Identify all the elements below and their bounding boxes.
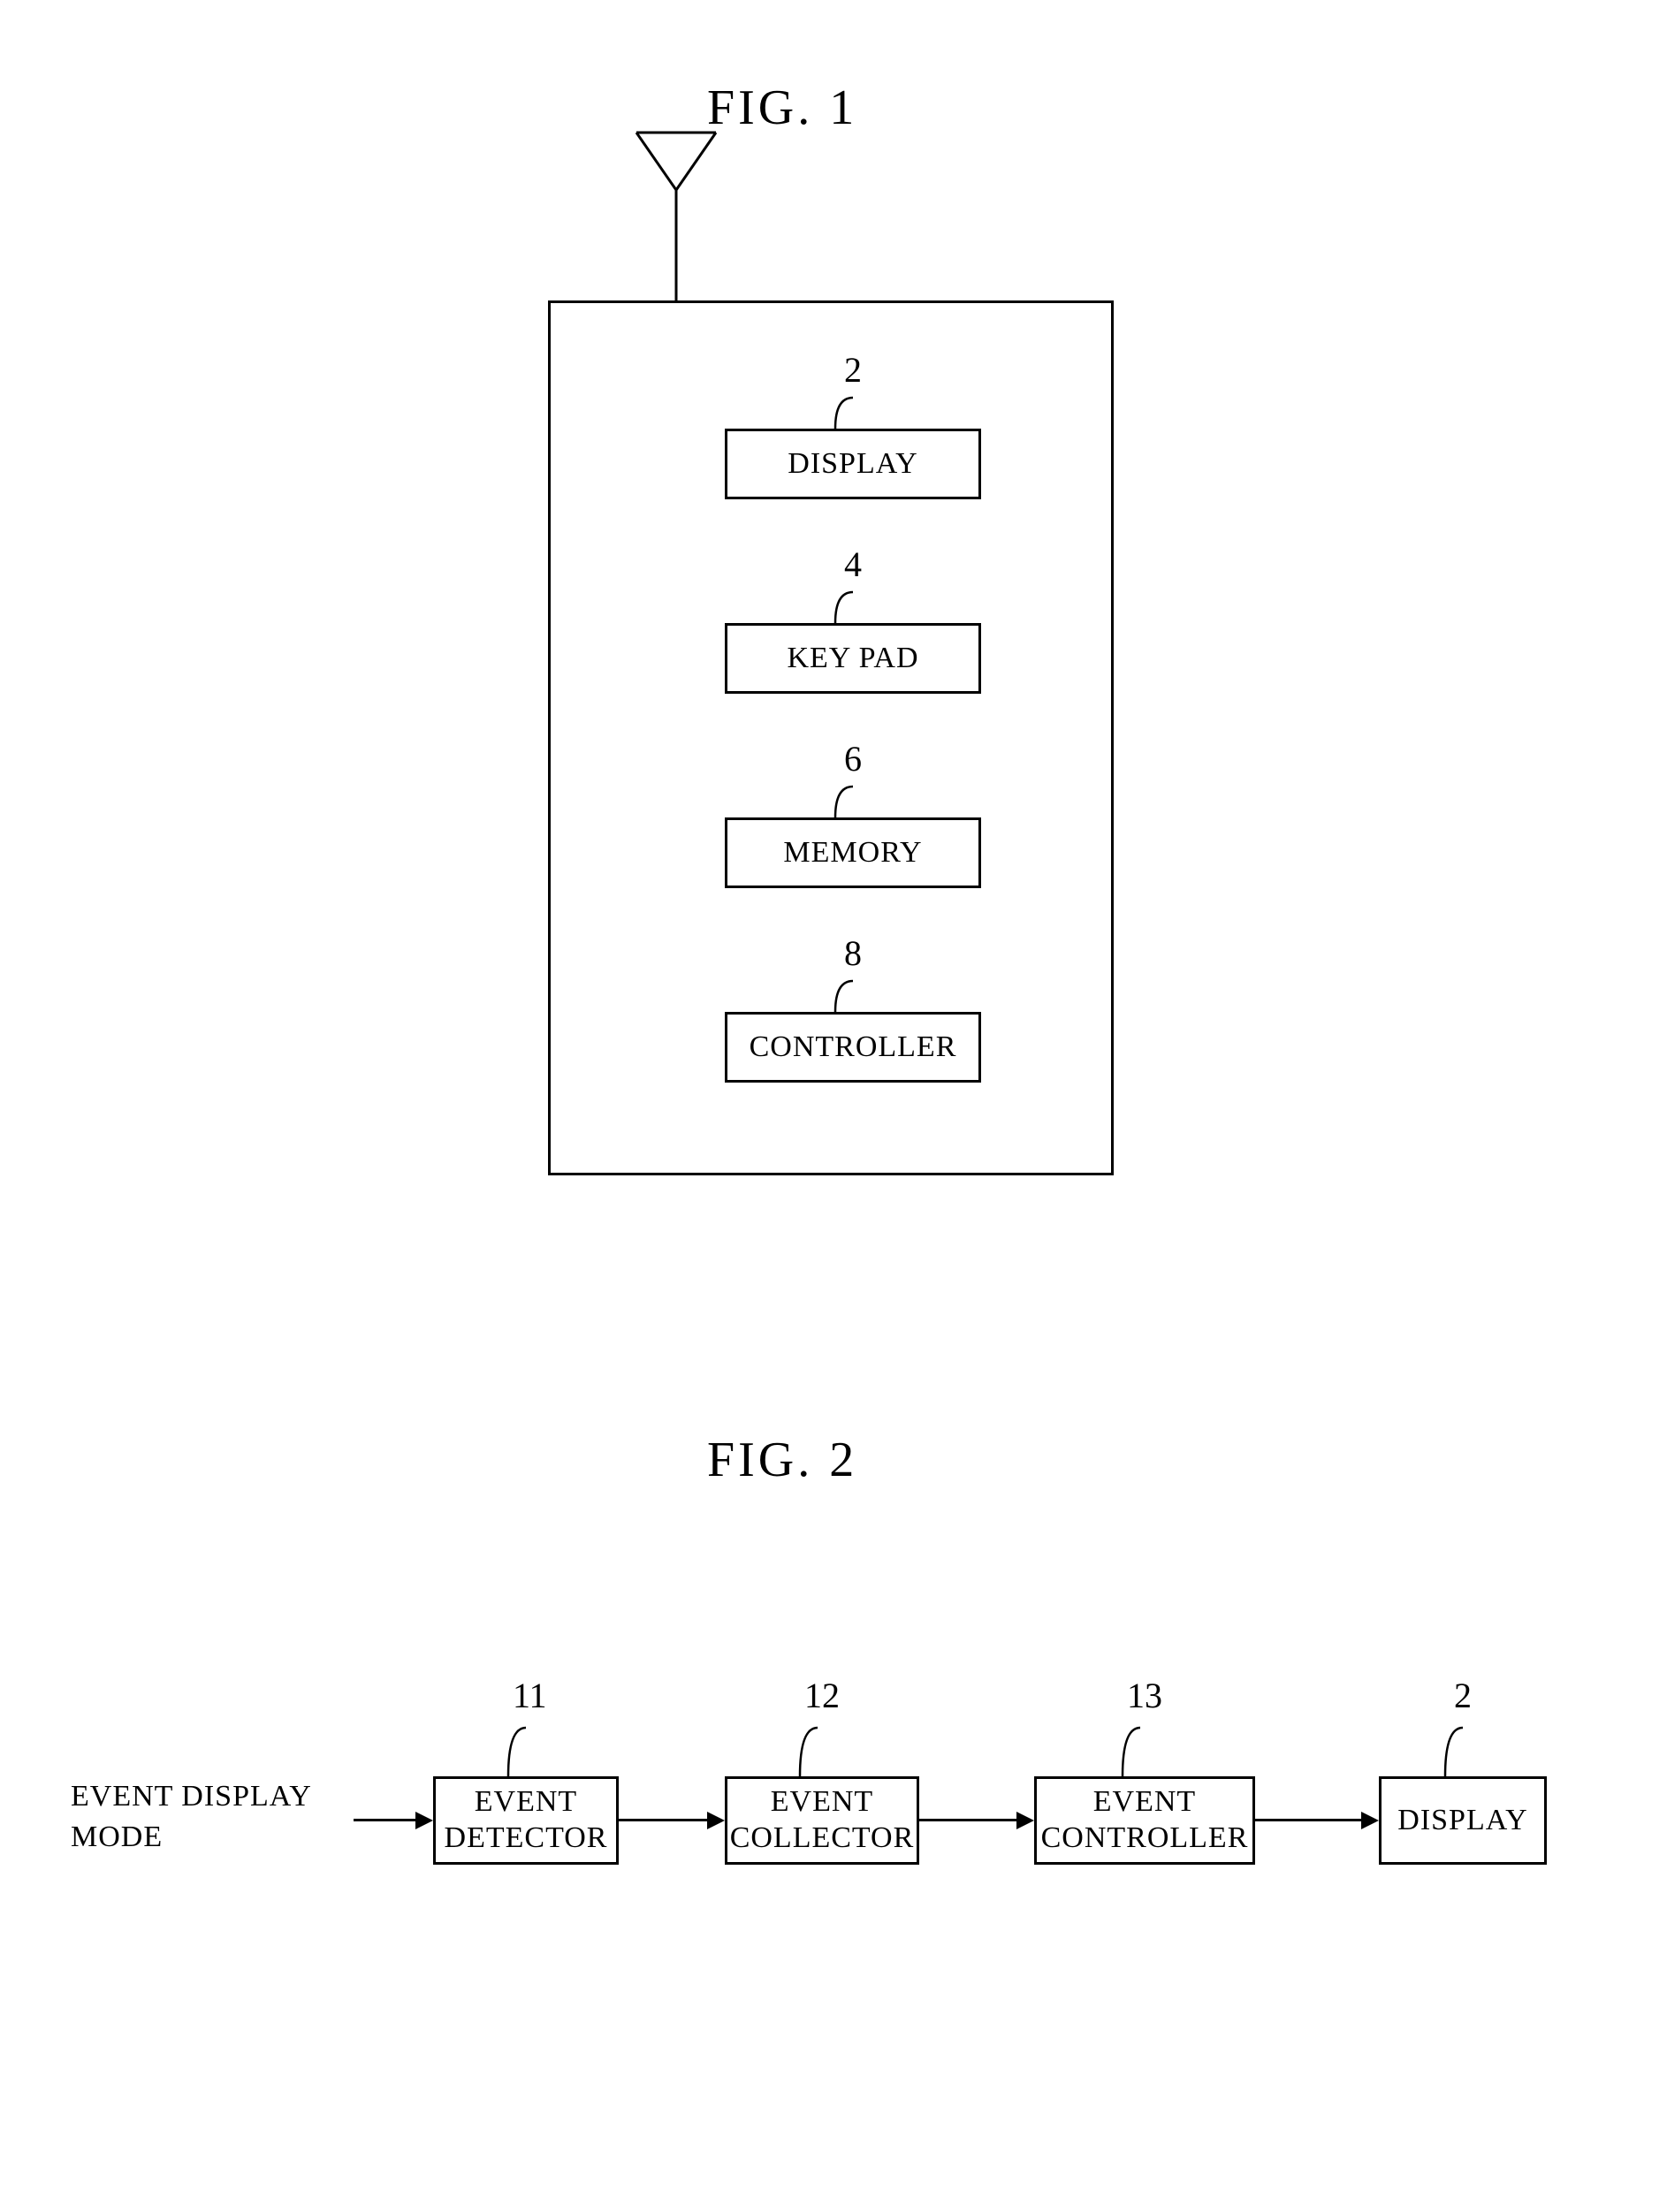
arrow-line: [619, 1819, 707, 1821]
block-label: DISPLAY: [1397, 1803, 1527, 1839]
fig2-event-collector-block: EVENT COLLECTOR: [725, 1776, 919, 1865]
fig1-num-6: 6: [844, 738, 862, 779]
fig1-keypad-block: KEY PAD: [725, 623, 981, 694]
hook-icon: [831, 583, 866, 627]
hook-icon: [1118, 1719, 1153, 1776]
block-label: EVENT CONTROLLER: [1041, 1784, 1249, 1857]
arrow-head-icon: [1016, 1812, 1034, 1829]
block-label: EVENT DETECTOR: [445, 1784, 608, 1857]
fig1-display-block: DISPLAY: [725, 429, 981, 499]
fig2-num-11: 11: [513, 1675, 547, 1716]
block-label: CONTROLLER: [750, 1030, 957, 1064]
hook-icon: [831, 778, 866, 822]
hook-icon: [831, 972, 866, 1016]
block-label: MEMORY: [783, 836, 922, 870]
fig2-mode-label: EVENT DISPLAY MODE: [71, 1776, 312, 1858]
fig2-num-13: 13: [1127, 1675, 1162, 1716]
hook-icon: [1441, 1719, 1476, 1776]
arrow-head-icon: [415, 1812, 433, 1829]
fig1-num-4: 4: [844, 543, 862, 585]
fig2-display-block: DISPLAY: [1379, 1776, 1547, 1865]
arrow-line: [354, 1819, 415, 1821]
fig1-memory-block: MEMORY: [725, 817, 981, 888]
arrow-line: [1255, 1819, 1361, 1821]
hook-icon: [795, 1719, 831, 1776]
fig2-num-12: 12: [804, 1675, 840, 1716]
antenna-icon: [619, 124, 734, 309]
label-line1: EVENT DISPLAY: [71, 1780, 312, 1813]
fig1-num-8: 8: [844, 932, 862, 974]
hook-icon: [504, 1719, 539, 1776]
fig2-event-detector-block: EVENT DETECTOR: [433, 1776, 619, 1865]
fig1-controller-block: CONTROLLER: [725, 1012, 981, 1083]
fig1-num-2: 2: [844, 349, 862, 391]
block-label: KEY PAD: [787, 642, 918, 675]
block-label: EVENT COLLECTOR: [730, 1784, 915, 1857]
hook-icon: [831, 389, 866, 433]
fig2-num-2: 2: [1454, 1675, 1472, 1716]
block-label: DISPLAY: [788, 447, 917, 481]
arrow-head-icon: [1361, 1812, 1379, 1829]
arrow-line: [919, 1819, 1016, 1821]
arrow-head-icon: [707, 1812, 725, 1829]
fig2-event-controller-block: EVENT CONTROLLER: [1034, 1776, 1255, 1865]
fig2-title: FIG. 2: [707, 1432, 857, 1488]
label-line2: MODE: [71, 1821, 163, 1853]
